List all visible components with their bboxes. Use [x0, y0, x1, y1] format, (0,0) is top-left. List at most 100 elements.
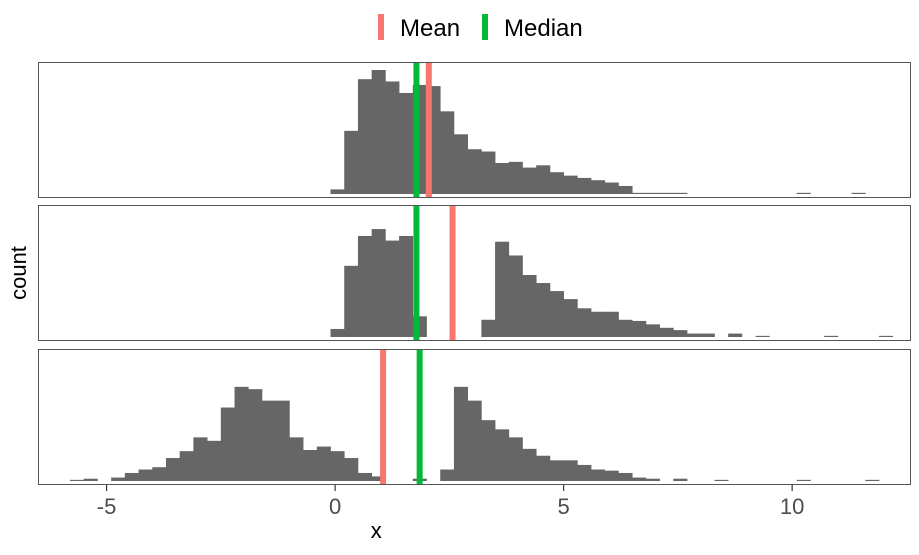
- histogram-bar: [728, 333, 743, 337]
- histogram-bar: [522, 448, 537, 481]
- histogram-bar: [316, 446, 331, 481]
- histogram-bar: [673, 192, 688, 194]
- histogram-bar: [69, 479, 85, 481]
- histogram-bar: [399, 235, 414, 337]
- histogram-bar: [577, 177, 592, 194]
- histogram-bar: [481, 151, 496, 194]
- histogram-bar: [467, 149, 482, 194]
- histogram-bar: [371, 70, 386, 194]
- x-axis: -5 0 5 10: [97, 485, 804, 519]
- histogram-bar: [357, 472, 373, 481]
- histogram-bar: [632, 477, 647, 481]
- facet-panel-2: [38, 205, 911, 341]
- histogram-bar: [261, 400, 277, 481]
- facet-panels: [38, 62, 911, 485]
- histogram-bar: [371, 476, 386, 481]
- histogram-bar: [124, 472, 139, 481]
- histogram-bar: [796, 192, 811, 194]
- histogram-bar: [344, 265, 359, 337]
- median-line: [413, 205, 420, 341]
- histogram-bar: [549, 172, 564, 194]
- histogram-bar: [755, 335, 770, 337]
- histogram-bar: [453, 386, 468, 481]
- facet-panel-3: [38, 349, 911, 485]
- legend-label-mean: Mean: [400, 15, 460, 42]
- histogram-bar: [152, 467, 167, 481]
- histogram-bar: [645, 324, 660, 337]
- histogram-bar: [275, 400, 290, 481]
- x-axis-title: x: [371, 518, 382, 543]
- histogram-bar: [796, 479, 811, 481]
- histogram-bar: [618, 319, 633, 337]
- histogram-bar: [111, 477, 126, 481]
- histogram-bar: [357, 79, 373, 194]
- histogram-bar: [563, 460, 578, 481]
- histogram-bar: [495, 429, 510, 481]
- histogram-bar: [604, 470, 619, 481]
- histogram-bar: [591, 180, 606, 194]
- histogram-bar: [632, 320, 647, 337]
- histogram-bar: [220, 407, 235, 481]
- histogram-bar: [330, 189, 345, 194]
- histogram-bar: [234, 386, 249, 481]
- histogram-bar: [495, 241, 510, 337]
- histogram-bar: [83, 478, 98, 481]
- histogram-bar: [563, 175, 578, 194]
- histogram-bar: [591, 311, 606, 337]
- median-line: [416, 349, 423, 485]
- histogram-bar: [165, 458, 181, 481]
- histogram-bar: [522, 275, 537, 337]
- histogram-bar: [248, 389, 263, 481]
- x-tick-label: 5: [558, 494, 570, 519]
- histogram-bar: [577, 308, 592, 337]
- histogram-bar: [549, 460, 564, 481]
- histogram-bar: [399, 92, 414, 194]
- histogram-bar: [371, 229, 386, 337]
- histogram-bar: [481, 420, 496, 481]
- histogram-bar: [385, 240, 400, 337]
- histogram-bar: [536, 283, 551, 337]
- panel-border: [38, 349, 911, 485]
- histogram-bar: [138, 469, 153, 481]
- histogram-bar: [659, 327, 674, 337]
- facet-panel-1: [38, 62, 911, 198]
- histogram-bar: [536, 165, 551, 194]
- histogram-bar: [481, 319, 496, 337]
- histogram-bar: [440, 111, 455, 194]
- legend-key-mean: [378, 14, 384, 40]
- histogram-bar: [577, 464, 592, 481]
- histogram-bar: [700, 333, 715, 337]
- histogram-bar: [673, 478, 688, 481]
- histogram-bar: [357, 235, 373, 337]
- mean-line: [449, 205, 456, 341]
- histogram-bar: [865, 479, 880, 481]
- histogram-bar: [495, 163, 510, 194]
- histogram-bar: [645, 478, 660, 481]
- histogram-bar: [193, 437, 208, 481]
- histogram-bar: [289, 437, 304, 481]
- panel-border: [38, 62, 911, 198]
- x-tick-label: 0: [329, 494, 341, 519]
- y-axis-title: count: [6, 246, 31, 300]
- x-tick-label: 10: [780, 494, 804, 519]
- histogram-bar: [440, 469, 455, 481]
- histogram-bar: [879, 335, 894, 337]
- histogram-bar: [344, 458, 359, 481]
- histogram-bar: [618, 472, 633, 481]
- histogram-bar: [508, 255, 523, 337]
- legend: Mean Median: [378, 14, 583, 42]
- median-line: [413, 62, 420, 198]
- histogram-bar: [604, 311, 619, 337]
- histogram-bar: [330, 451, 345, 481]
- panel-border: [38, 205, 911, 341]
- histogram-bar: [522, 167, 537, 194]
- histogram-bar: [207, 440, 222, 481]
- histogram-bar: [591, 469, 606, 481]
- mean-line: [380, 349, 387, 485]
- histogram-bar: [453, 134, 468, 194]
- legend-label-median: Median: [504, 15, 583, 42]
- histogram-bar: [508, 161, 523, 194]
- mean-line: [425, 62, 432, 198]
- histogram-bar: [604, 182, 619, 194]
